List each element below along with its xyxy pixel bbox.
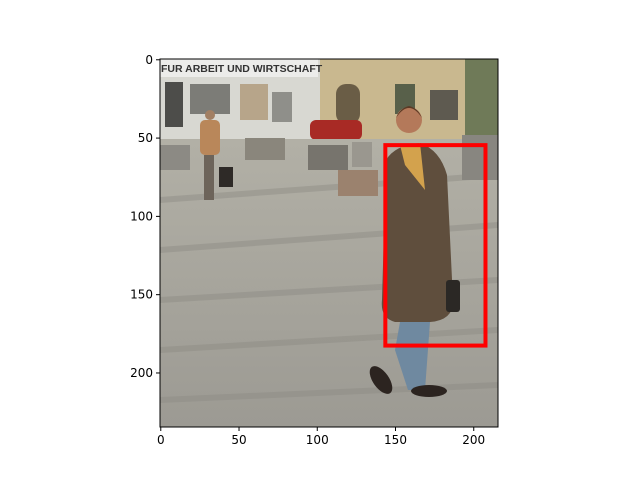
x-tick-label: 150 (384, 433, 407, 447)
x-tick-label: 100 (306, 433, 329, 447)
sign-text: FUR ARBEIT UND WIRTSCHAFT (161, 63, 323, 75)
red-car (310, 120, 362, 140)
person-woman (369, 106, 460, 397)
axes-frame (159, 58, 499, 428)
y-tick-label: 50 (138, 131, 153, 145)
bounding-box (383, 143, 488, 348)
person-background (200, 110, 233, 200)
x-tick-label: 50 (231, 433, 246, 447)
photo (160, 59, 498, 427)
tree (465, 59, 498, 139)
x-tick-label: 200 (462, 433, 485, 447)
y-tick-label: 0 (145, 53, 153, 67)
x-tick-label: 0 (157, 433, 165, 447)
y-tick-label: 150 (130, 288, 153, 302)
x-axis: 0 50 100 150 200 (157, 427, 485, 447)
y-tick-label: 200 (130, 366, 153, 380)
y-axis: 0 50 100 150 200 (130, 53, 160, 380)
y-tick-label: 100 (130, 209, 153, 223)
